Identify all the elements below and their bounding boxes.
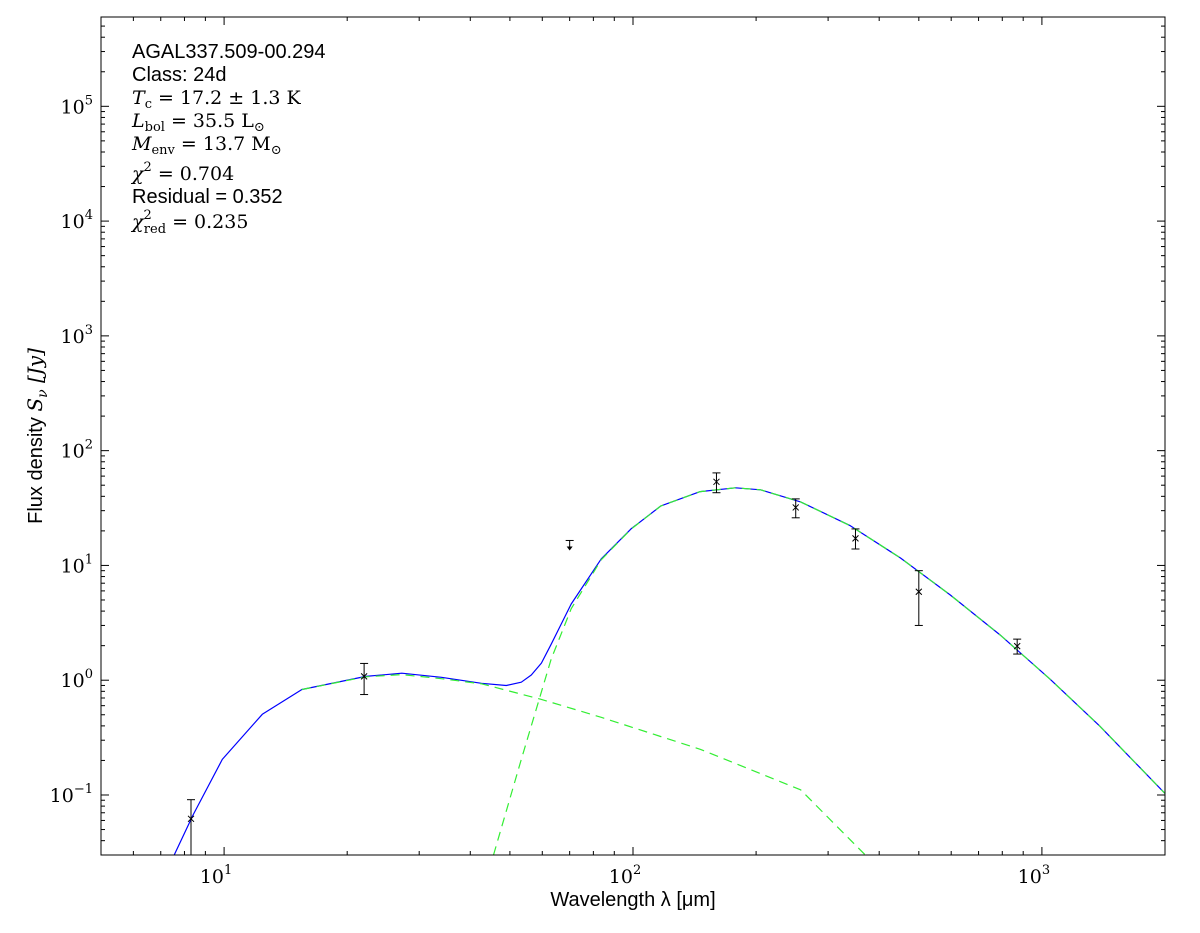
source-name: AGAL337.509-00.294 [132,41,326,63]
marker [713,478,720,486]
x-tick-label: 103 [1018,863,1050,888]
marker [187,815,195,823]
x-tick-label: 101 [200,863,232,888]
y-tick-label: 100 [61,667,93,692]
annotation-block: AGAL337.509-00.294 Class: 24d Tc = 17.2 … [130,41,326,237]
model-total-curve [173,487,1165,855]
data-point [1013,638,1022,655]
y-tick-label: 105 [61,93,93,118]
data-point [851,528,860,550]
y-tick-label: 103 [61,323,93,348]
model-component-curve [301,674,866,855]
marker [360,673,368,680]
data-point [791,498,800,519]
axes: 101 102 103 10−1 100 101 102 103 104 105 [50,16,1166,888]
y-tick-label: 101 [61,552,93,577]
plot-frame [100,16,1166,856]
reduced-chi-squared: χ2 red = 0.235 [130,208,248,237]
y-tick-label: 10−1 [50,782,93,807]
model-curves [173,487,1165,855]
model-component-curve [492,487,1165,855]
arrow-head [566,546,573,551]
data-point [360,662,369,696]
envelope-mass: Menv = 13.7 M⊙ [131,133,282,158]
residual: Residual = 0.352 [132,186,283,208]
y-tick-label: 102 [61,438,93,463]
x-axis-label: Wavelength λ [μm] [550,889,715,911]
upper-limit-point [565,539,574,551]
data-point [712,472,721,494]
marker [915,588,923,596]
data-point [914,570,923,626]
marker [792,504,800,511]
x-tick-label: 102 [609,863,641,888]
temperature: Tc = 17.2 ± 1.3 K [132,87,302,112]
chi-squared: χ2 = 0.704 [130,160,234,185]
y-tick-label: 104 [61,208,93,233]
marker [1013,642,1021,650]
data-point [187,799,196,855]
class-label: Class: 24d [132,64,227,86]
luminosity: Lbol = 35.5 L⊙ [131,110,265,135]
y-axis-label: Flux density Sν [Jy] [23,348,51,524]
measurements [187,472,1022,855]
marker [852,535,859,542]
